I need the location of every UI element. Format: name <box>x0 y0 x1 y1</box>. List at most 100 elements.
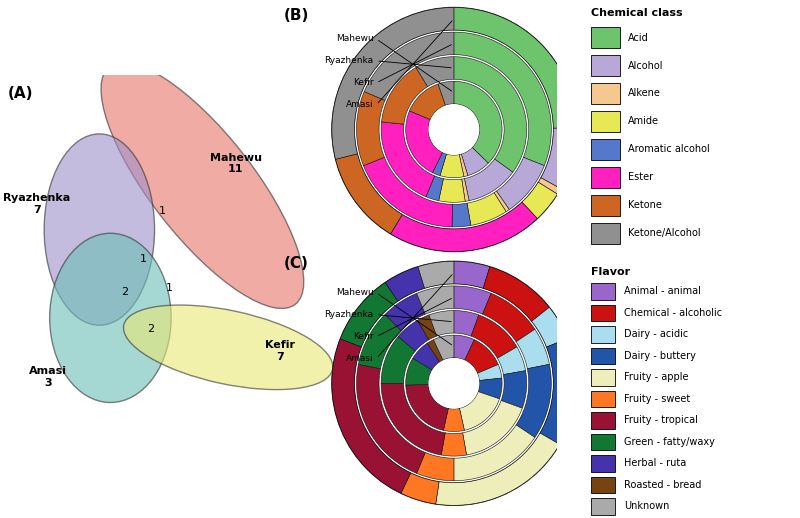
Text: Alcohol: Alcohol <box>629 61 664 70</box>
Polygon shape <box>438 81 454 105</box>
Text: 1: 1 <box>140 254 147 264</box>
Text: Ketone: Ketone <box>629 200 662 210</box>
Polygon shape <box>381 122 434 197</box>
Polygon shape <box>454 7 576 128</box>
Ellipse shape <box>101 62 304 308</box>
Polygon shape <box>364 32 454 100</box>
Polygon shape <box>454 425 535 481</box>
Polygon shape <box>417 286 454 314</box>
Text: Ketone/Alcohol: Ketone/Alcohol <box>629 228 701 238</box>
Circle shape <box>357 286 551 481</box>
Polygon shape <box>454 310 478 336</box>
Polygon shape <box>398 320 429 351</box>
Text: Kefir: Kefir <box>353 78 374 88</box>
Text: Unknown: Unknown <box>624 501 670 511</box>
Text: Kefir: Kefir <box>353 332 374 341</box>
Polygon shape <box>410 84 446 120</box>
Polygon shape <box>454 32 551 166</box>
Circle shape <box>355 285 552 482</box>
Polygon shape <box>434 335 454 360</box>
Polygon shape <box>406 384 448 430</box>
Polygon shape <box>440 154 464 178</box>
Polygon shape <box>462 400 522 455</box>
Circle shape <box>405 80 503 179</box>
Bar <box>591 223 620 244</box>
Polygon shape <box>462 179 469 202</box>
Text: Mahewu
11: Mahewu 11 <box>210 152 262 174</box>
Polygon shape <box>332 7 454 159</box>
Polygon shape <box>417 453 454 481</box>
Polygon shape <box>436 433 559 505</box>
Text: Kefir
7: Kefir 7 <box>265 340 294 362</box>
Polygon shape <box>429 310 454 336</box>
Polygon shape <box>442 433 466 456</box>
Circle shape <box>430 105 478 154</box>
Polygon shape <box>416 56 454 87</box>
Text: Chemical - alcoholic: Chemical - alcoholic <box>624 308 722 318</box>
Polygon shape <box>433 152 446 176</box>
Polygon shape <box>332 339 410 493</box>
Circle shape <box>381 310 526 456</box>
Bar <box>591 111 620 132</box>
Bar <box>591 391 615 407</box>
Ellipse shape <box>44 134 154 325</box>
Bar <box>591 348 615 365</box>
Text: Amasi
3: Amasi 3 <box>29 366 67 387</box>
Circle shape <box>380 309 528 457</box>
Bar <box>591 477 615 493</box>
Polygon shape <box>516 329 550 369</box>
Polygon shape <box>482 293 535 342</box>
Text: Aromatic alcohol: Aromatic alcohol <box>629 145 710 154</box>
Text: Fruity - sweet: Fruity - sweet <box>624 394 690 404</box>
Text: Ester: Ester <box>629 172 654 182</box>
Polygon shape <box>357 92 385 166</box>
Circle shape <box>381 56 526 202</box>
Text: Ryazhenka: Ryazhenka <box>325 56 374 65</box>
Text: 1: 1 <box>158 206 166 216</box>
Text: Animal - animal: Animal - animal <box>624 286 701 296</box>
Bar <box>591 326 615 343</box>
Text: 2: 2 <box>147 324 154 334</box>
Text: Green - fatty/waxy: Green - fatty/waxy <box>624 437 715 447</box>
Bar <box>591 498 615 515</box>
Text: Herbal - ruta: Herbal - ruta <box>624 458 686 468</box>
Bar <box>591 139 620 160</box>
Circle shape <box>406 81 502 178</box>
Polygon shape <box>336 154 402 234</box>
Polygon shape <box>462 148 488 176</box>
Polygon shape <box>467 193 506 225</box>
Bar <box>591 55 620 76</box>
Bar <box>591 305 615 321</box>
Circle shape <box>430 358 478 408</box>
Circle shape <box>406 335 502 431</box>
Polygon shape <box>452 203 471 227</box>
Polygon shape <box>443 408 464 431</box>
Bar <box>591 283 615 300</box>
Polygon shape <box>454 286 491 314</box>
Bar <box>591 434 615 451</box>
Bar <box>591 195 620 215</box>
Ellipse shape <box>123 305 333 390</box>
Polygon shape <box>540 339 576 444</box>
Polygon shape <box>358 314 401 369</box>
Polygon shape <box>501 371 526 408</box>
Polygon shape <box>497 157 544 210</box>
Polygon shape <box>459 154 468 177</box>
Polygon shape <box>357 364 426 473</box>
Circle shape <box>332 8 576 252</box>
Text: Flavor: Flavor <box>591 267 630 277</box>
Text: (A): (A) <box>7 86 33 101</box>
Text: Chemical class: Chemical class <box>591 8 682 18</box>
Polygon shape <box>516 364 551 437</box>
Polygon shape <box>390 202 538 251</box>
Text: Amasi: Amasi <box>346 354 374 363</box>
Polygon shape <box>459 392 499 430</box>
Text: Ryazhenka
7: Ryazhenka 7 <box>3 193 70 214</box>
Bar <box>591 455 615 472</box>
Polygon shape <box>454 261 490 289</box>
Polygon shape <box>522 182 558 219</box>
Polygon shape <box>401 473 439 504</box>
Bar <box>591 27 620 48</box>
Ellipse shape <box>50 233 171 402</box>
Polygon shape <box>381 383 445 455</box>
